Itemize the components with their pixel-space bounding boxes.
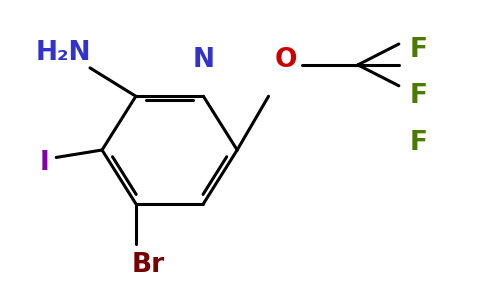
Text: I: I	[39, 150, 49, 176]
Text: O: O	[274, 47, 297, 74]
Text: Br: Br	[131, 252, 165, 278]
Text: F: F	[409, 83, 427, 109]
Text: H₂N: H₂N	[36, 40, 91, 66]
Text: F: F	[409, 130, 427, 155]
Text: F: F	[409, 37, 427, 63]
Text: N: N	[193, 47, 214, 74]
